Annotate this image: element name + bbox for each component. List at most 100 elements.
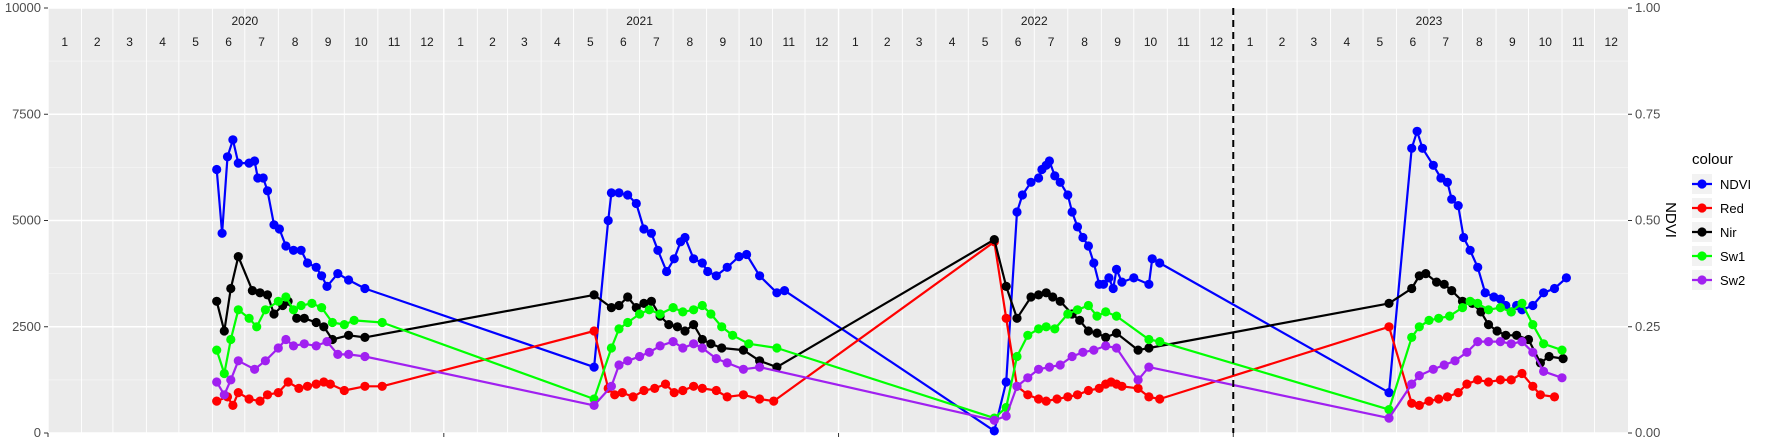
data-point-red — [1133, 383, 1143, 393]
data-point-nir — [689, 320, 699, 330]
data-point-nir — [1055, 296, 1065, 306]
data-point-ndvi — [322, 281, 332, 291]
legend-label-ndvi: NDVI — [1720, 177, 1751, 192]
year-label: 2021 — [626, 14, 653, 28]
data-point-sw2 — [1557, 373, 1567, 383]
data-point-sw2 — [1144, 362, 1154, 372]
data-point-nir — [219, 326, 229, 336]
legend-title: colour — [1692, 151, 1733, 168]
data-point-sw1 — [635, 309, 645, 319]
data-point-sw1 — [728, 330, 738, 340]
data-point-sw1 — [1083, 300, 1093, 311]
data-point-red — [212, 396, 222, 406]
data-point-sw2 — [1001, 411, 1011, 421]
month-label: 3 — [916, 35, 923, 49]
data-point-nir — [255, 288, 265, 298]
y-tick-label: 0 — [34, 425, 41, 440]
month-label: 12 — [1605, 35, 1619, 49]
data-point-red — [294, 383, 304, 393]
data-point-sw1 — [697, 300, 707, 311]
data-point-ndvi — [1044, 156, 1054, 166]
data-point-ndvi — [262, 186, 273, 196]
data-point-nir — [247, 286, 257, 296]
data-point-sw1 — [1072, 305, 1083, 315]
data-point-ndvi — [1412, 126, 1422, 136]
data-point-nir — [344, 330, 354, 340]
data-point-sw2 — [1067, 351, 1077, 362]
data-point-red — [1483, 377, 1494, 387]
data-point-ndvi — [250, 156, 260, 166]
data-point-red — [262, 390, 273, 400]
data-point-sw2 — [655, 341, 665, 351]
data-point-sw1 — [1517, 298, 1527, 308]
data-point-ndvi — [233, 158, 243, 168]
data-point-ndvi — [646, 228, 657, 238]
data-point-sw1 — [655, 309, 665, 319]
month-label: 2 — [489, 35, 496, 49]
data-point-red — [1549, 392, 1560, 402]
data-point-nir — [1034, 290, 1044, 300]
data-point-sw1 — [1144, 334, 1154, 345]
data-point-nir — [1407, 283, 1417, 294]
data-point-sw1 — [1063, 309, 1073, 319]
data-point-nir — [1111, 328, 1122, 338]
data-point-red — [589, 326, 599, 336]
data-point-sw2 — [1044, 362, 1054, 372]
data-point-sw1 — [1528, 320, 1538, 330]
data-point-ndvi — [1155, 258, 1165, 268]
data-point-ndvi — [281, 241, 291, 251]
data-point-ndvi — [1428, 160, 1438, 170]
data-point-ndvi — [589, 362, 599, 372]
data-point-nir — [1501, 330, 1511, 340]
data-point-sw2 — [644, 347, 654, 357]
data-point-nir — [664, 320, 674, 330]
data-point-sw2 — [1023, 373, 1033, 383]
data-point-nir — [680, 326, 690, 336]
data-point-sw2 — [589, 400, 599, 410]
data-point-ndvi — [603, 215, 613, 226]
data-point-ndvi — [1012, 207, 1022, 217]
month-label: 4 — [159, 35, 166, 49]
data-point-ndvi — [1473, 262, 1483, 272]
month-label: 3 — [1310, 35, 1317, 49]
data-point-sw2 — [1407, 379, 1417, 389]
data-point-ndvi — [623, 190, 633, 200]
legend-marker-sw2 — [1697, 275, 1707, 285]
data-point-nir — [1476, 307, 1486, 317]
data-point-nir — [989, 235, 999, 245]
data-point-sw1 — [614, 324, 624, 334]
data-point-ndvi — [1447, 194, 1457, 204]
month-label: 9 — [719, 35, 726, 49]
data-point-nir — [1432, 277, 1442, 287]
month-label: 4 — [949, 35, 956, 49]
data-point-ndvi — [772, 288, 782, 298]
data-point-red — [255, 396, 265, 406]
month-label: 12 — [815, 35, 829, 49]
data-point-red — [325, 379, 335, 389]
month-label: 9 — [325, 35, 332, 49]
data-point-ndvi — [1459, 232, 1469, 243]
data-point-nir — [226, 283, 236, 294]
data-point-ndvi — [360, 283, 370, 294]
data-point-ndvi — [1111, 264, 1122, 274]
data-point-ndvi — [755, 271, 765, 281]
data-point-sw2 — [260, 356, 270, 366]
y-tick-label: 7500 — [12, 106, 41, 121]
data-point-sw1 — [1495, 303, 1505, 313]
data-point-sw1 — [1465, 296, 1475, 306]
data-point-sw2 — [1495, 337, 1505, 347]
data-point-red — [678, 385, 688, 396]
data-point-nir — [1439, 279, 1449, 289]
data-point-sw1 — [1473, 298, 1483, 308]
data-point-sw1 — [219, 368, 229, 379]
data-point-sw1 — [244, 313, 254, 323]
data-point-ndvi — [703, 266, 713, 277]
data-point-sw1 — [327, 317, 337, 328]
data-point-red — [669, 388, 679, 398]
data-point-nir — [738, 345, 749, 355]
data-point-ndvi — [722, 262, 732, 272]
data-point-sw2 — [1384, 413, 1394, 423]
data-point-sw2 — [1034, 364, 1044, 374]
data-point-sw2 — [1428, 364, 1438, 374]
